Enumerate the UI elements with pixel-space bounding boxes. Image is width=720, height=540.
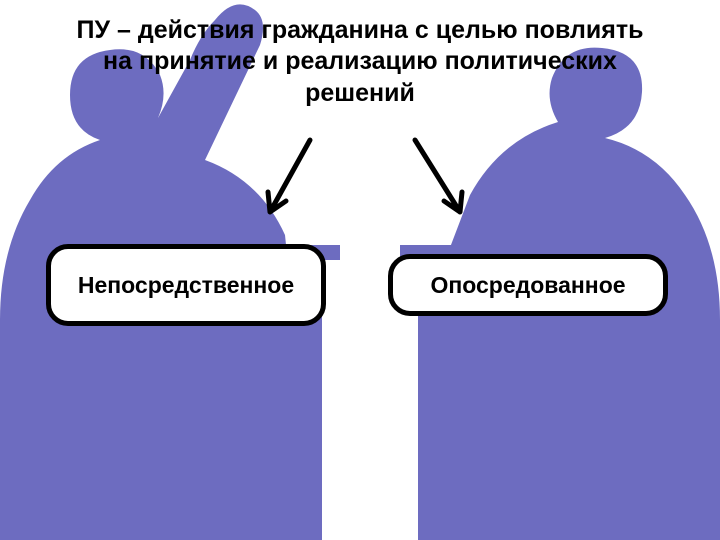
diagram-title: ПУ – действия гражданина с целью повлият… — [60, 15, 660, 109]
arrow-right-path — [415, 140, 462, 212]
box-direct-label: Непосредственное — [78, 272, 294, 299]
arrow-left-path — [268, 140, 310, 212]
box-direct: Непосредственное — [46, 244, 326, 326]
diagram-canvas: ПУ – действия гражданина с целью повлият… — [0, 0, 720, 540]
box-indirect: Опосредованное — [388, 254, 668, 316]
arrow-right — [390, 130, 490, 230]
arrow-left — [240, 130, 340, 230]
box-indirect-label: Опосредованное — [430, 272, 625, 299]
